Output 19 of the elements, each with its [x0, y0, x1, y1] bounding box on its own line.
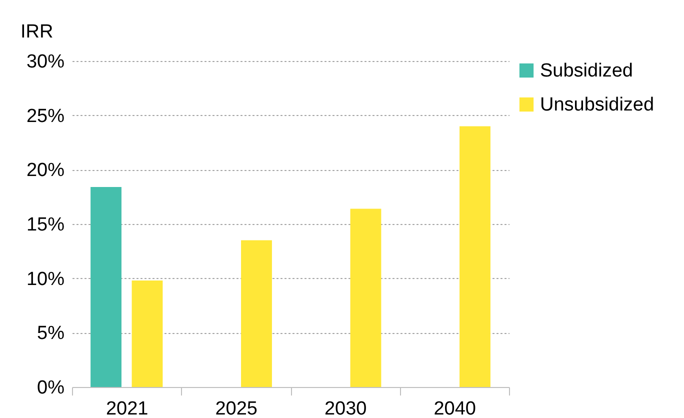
y-tick-label: 15% [26, 214, 65, 236]
y-tick-label: 25% [26, 106, 65, 127]
bar [241, 240, 272, 387]
y-tick-label: 10% [26, 268, 65, 290]
y-axis-title: IRR [20, 22, 54, 42]
bar [460, 126, 490, 387]
legend-label: Unsubsidized [540, 94, 654, 116]
x-tick-label: 2025 [215, 398, 258, 418]
y-tick-label: 30% [26, 52, 65, 72]
bar [90, 187, 122, 387]
x-tick-label: 2040 [434, 398, 476, 418]
x-tick-label: 2021 [106, 398, 148, 418]
y-tick-label: 0% [37, 378, 65, 398]
bar [350, 208, 382, 387]
x-tick-label: 2030 [324, 398, 367, 418]
y-tick-label: 5% [37, 323, 65, 344]
y-tick-label: 20% [26, 160, 65, 182]
legend-label: Subsidized [540, 60, 633, 82]
bar [132, 280, 163, 387]
